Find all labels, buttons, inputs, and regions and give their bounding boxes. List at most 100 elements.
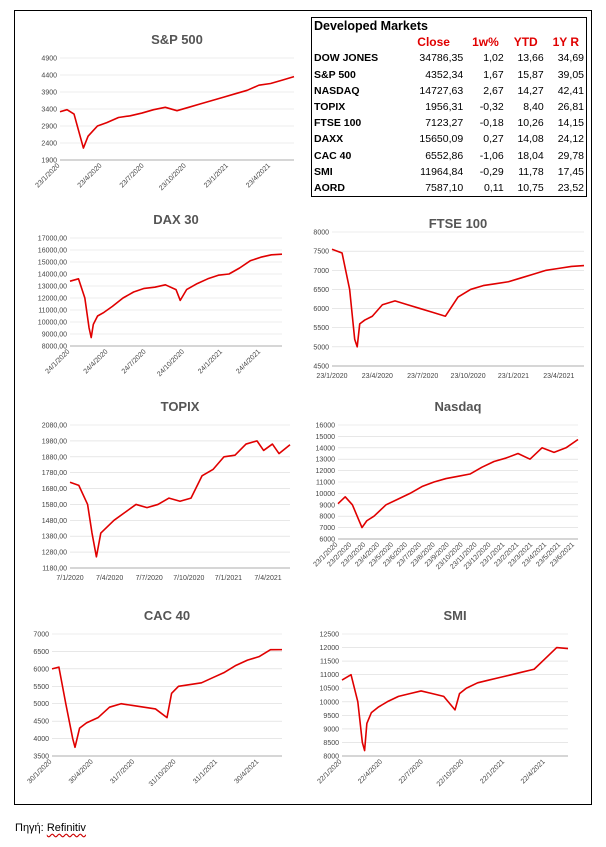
y-tick-label: 10000 [316,491,336,498]
y-tick-label: 3500 [33,754,49,761]
row-1w: 1,02 [483,52,504,65]
x-tick-label: 24/10/2020 [156,348,186,378]
row-close: 7123,27 [425,117,464,130]
x-tick-label: 22/7/2020 [398,758,425,785]
header-1w: 1w% [472,35,499,50]
y-tick-label: 4900 [41,56,57,63]
y-tick-label: 16000,00 [38,248,67,255]
y-tick-label: 17000,00 [38,236,67,243]
y-tick-label: 4000 [33,736,49,743]
smi-chart: SMI 12500 12000 11500 11000 10500 10000 9500 900… [304,604,588,796]
x-tick-label: 23/10/2020 [158,162,188,192]
y-tick-label: 6000 [313,306,329,313]
row-1w: -0,18 [479,117,504,130]
x-tick-label: 23/1/2021 [498,373,529,380]
y-tick-label: 7000 [319,525,335,532]
y-tick-label: 8000 [313,230,329,237]
row-name: DAXX [314,133,344,146]
row-1y: 17,45 [557,165,584,178]
table-row: NASDAQ 14727,63 2,67 14,27 42,41 [312,83,586,99]
y-tick-label: 11000 [320,672,339,679]
chart-svg: Nasdaq 16000 15000 14000 13000 12000 11000 1000… [312,399,579,571]
y-tick-label: 15000 [316,434,336,441]
y-tick-label: 4500 [33,719,49,726]
y-tick-label: 12000 [320,645,340,652]
y-tick-label: 9000,00 [42,332,67,339]
row-name: NASDAQ [314,84,360,97]
y-tick-label: 3900 [41,90,57,97]
row-1y: 26,81 [557,101,584,114]
row-close: 7587,10 [425,181,464,194]
y-tick-label: 7000 [33,632,49,639]
y-tick-label: 12500 [320,632,340,639]
y-tick-label: 8000 [319,514,335,521]
y-tick-label: 1900 [41,158,57,165]
row-name: SMI [314,165,333,178]
row-1y: 39,05 [557,68,584,81]
y-tick-label: 6500 [313,287,329,294]
chart-svg: CAC 407000650060005500500045004000350030… [26,608,283,788]
ftse100-chart: FTSE 100 8000 7500 7000 6500 6000 5500 5000 4500… [304,212,588,388]
y-tick-label: 9000 [319,502,335,509]
x-tick-label: 23/1/2020 [316,373,347,380]
chart-svg: TOPIX 2080,00 1980,00 1880,00 1780,00 1680,00… [42,399,291,582]
y-tick-label: 1280,00 [42,550,67,557]
y-tick-label: 5000 [33,701,49,708]
series-line [69,253,283,339]
x-tick-label: 7/7/2020 [136,575,163,582]
y-tick-label: 14000 [316,445,336,452]
row-ytd: 10,75 [517,181,544,194]
nasdaq-chart: Nasdaq 16000 15000 14000 13000 12000 11000 1000… [304,395,588,595]
row-name: TOPIX [314,101,346,114]
table-title: Developed Markets [314,19,428,34]
row-close: 1956,31 [425,101,464,114]
y-tick-label: 12000,00 [38,296,67,303]
row-1y: 29,78 [557,149,584,162]
x-tick-label: 24/1/2020 [44,348,71,375]
y-tick-label: 8000,00 [42,344,67,351]
y-tick-label: 10500 [320,686,340,693]
row-1w: 2,67 [483,84,504,97]
y-tick-label: 10000,00 [38,320,67,327]
series-line [69,440,291,558]
developed-markets-table: Developed Markets Close 1w% YTD 1Y R DOW… [311,17,587,197]
x-tick-label: 31/7/2020 [109,758,136,785]
chart-svg: FTSE 100 8000 7500 7000 6500 6000 5500 5000 4500… [313,216,585,380]
x-tick-label: 23/4/2021 [245,162,272,189]
y-tick-label: 7500 [313,249,329,256]
x-tick-label: 22/10/2020 [436,758,466,788]
y-tick-label: 15000,00 [38,260,67,267]
y-tick-label: 1480,00 [42,518,67,525]
row-close: 11964,84 [420,165,464,178]
x-tick-label: 7/4/2020 [96,575,123,582]
row-ytd: 10,26 [517,117,544,130]
y-tick-label: 6000 [33,666,49,673]
x-tick-label: 31/10/2020 [148,758,178,788]
x-tick-label: 30/1/2020 [26,758,53,785]
x-tick-label: 22/1/2021 [479,758,506,785]
y-tick-label: 11500 [320,659,339,666]
series-line [59,75,295,149]
x-tick-label: 24/1/2021 [197,348,224,375]
y-tick-label: 5500 [33,684,49,691]
x-tick-label: 23/1/2020 [34,162,61,189]
x-tick-label: 7/4/2021 [254,575,281,582]
y-tick-label: 2400 [41,141,57,148]
table-row: TOPIX 1956,31 -0,32 8,40 26,81 [312,99,586,115]
x-tick-label: 7/1/2020 [56,575,83,582]
series-line [341,646,569,752]
y-tick-label: 5000 [313,344,329,351]
row-name: CAC 40 [314,149,352,162]
chart-svg: DAX 30 17000,00 16000,00 15000,00 14000,00 13… [38,212,283,378]
x-tick-label: 31/1/2021 [192,758,219,785]
source-value: Refinitiv [46,822,86,834]
y-tick-label: 1980,00 [42,438,67,445]
row-1w: -1,06 [479,149,504,162]
y-tick-label: 3400 [41,107,57,114]
y-tick-label: 4400 [41,73,57,80]
header-1y: 1Y R [552,35,580,50]
row-close: 14727,63 [419,84,464,97]
row-ytd: 18,04 [517,149,544,162]
dax30-chart: DAX 30 17000,00 16000,00 15000,00 14000,00 13… [22,208,302,388]
